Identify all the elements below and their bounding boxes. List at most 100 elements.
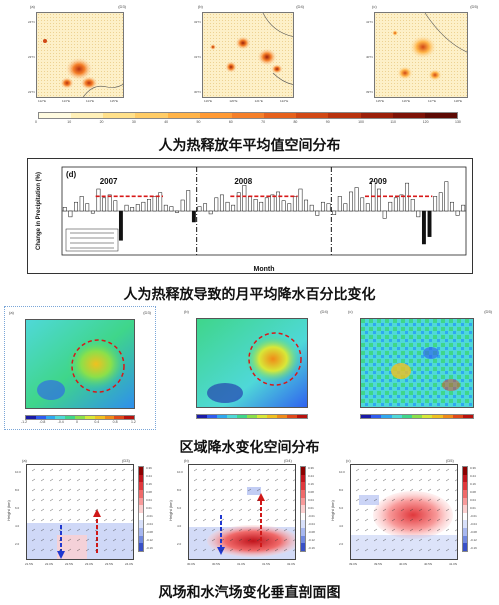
wind-arrow xyxy=(121,498,126,502)
lon-tick-label: 121°E xyxy=(254,99,263,103)
wind-arrow xyxy=(130,499,133,502)
wind-arrow xyxy=(391,498,396,502)
section-colorbar-tick: 0.24 xyxy=(308,474,314,478)
colorbar-tick-label: 100 xyxy=(358,120,364,124)
section-colorbar xyxy=(138,466,144,552)
colorbar-swatch xyxy=(424,113,458,118)
wind-arrow xyxy=(400,538,405,542)
wind-arrow xyxy=(94,498,99,502)
wind-arrow xyxy=(373,508,378,512)
colorbar-swatch xyxy=(301,512,305,521)
wind-arrow xyxy=(58,518,63,522)
wind-arrow xyxy=(121,468,126,472)
bar xyxy=(186,190,191,212)
wind-arrow xyxy=(292,509,295,512)
wind-arrow xyxy=(391,548,396,552)
wind-arrow xyxy=(382,528,387,532)
wind-arrow xyxy=(445,538,450,542)
wind-arrow xyxy=(400,488,405,492)
wind-arrow xyxy=(85,478,90,482)
panel-code: (D5) xyxy=(484,309,492,314)
wind-arrow xyxy=(238,538,243,542)
wind-arrow xyxy=(409,548,414,552)
wind-arrow xyxy=(274,538,279,542)
wind-arrow xyxy=(229,518,234,522)
colorbar-swatch xyxy=(463,543,467,552)
wind-arrow xyxy=(220,538,225,542)
wind-arrow xyxy=(247,478,252,482)
heat-map-d3-svg xyxy=(37,13,123,97)
section-ylabel: Height (km) xyxy=(5,500,11,521)
lat-tick-label: 31°N xyxy=(194,55,201,59)
bar xyxy=(382,210,387,219)
wind-arrow xyxy=(67,538,72,542)
colorbar-swatch xyxy=(301,497,305,506)
section-colorbar-tick: 0.04 xyxy=(470,498,476,502)
bar xyxy=(461,204,466,212)
section-colorbar-tick: 0.01 xyxy=(470,506,476,510)
wind-arrow xyxy=(211,478,216,482)
colorbar-swatch xyxy=(301,535,305,544)
wind-arrow xyxy=(220,498,225,502)
wind-arrow xyxy=(193,528,198,532)
wind-arrow xyxy=(382,508,387,512)
bar xyxy=(259,201,264,212)
wind-arrow xyxy=(427,498,432,502)
colorbar-swatch xyxy=(401,415,412,418)
bar xyxy=(304,199,309,212)
wind-arrow xyxy=(292,499,295,502)
wind-arrow xyxy=(67,518,72,522)
year-label: 2008 xyxy=(234,177,252,186)
section-colorbar-tick: -0.08 xyxy=(146,530,153,534)
wind-arrow xyxy=(427,488,432,492)
colorbar-swatch xyxy=(207,415,217,418)
wind-arrow xyxy=(418,508,423,512)
wind-arrow xyxy=(247,518,252,522)
precip-colorbar xyxy=(360,414,474,419)
wind-arrow xyxy=(409,538,414,542)
wind-arrow xyxy=(265,498,270,502)
bar xyxy=(135,204,140,212)
colorbar-swatch xyxy=(139,512,143,521)
wind-arrow xyxy=(373,528,378,532)
wind-arrow xyxy=(400,548,405,552)
wind-arrow xyxy=(418,498,423,502)
colorbar-tick-label: 0.4 xyxy=(94,420,100,424)
wind-arrow xyxy=(40,508,45,512)
wind-arrow xyxy=(112,548,117,552)
wind-arrow xyxy=(40,538,45,542)
bar xyxy=(326,203,331,212)
lon-tick-label: 112°E xyxy=(38,99,46,103)
heat-panel-b: (b) (D4) 119°E 120°E 121°E 122°E 32°N 31°N 30°… xyxy=(194,4,306,112)
colorbar-tick-label: 10 xyxy=(67,120,72,124)
wind-arrow xyxy=(112,488,117,492)
section-colorbar-tick: -0.01 xyxy=(308,514,315,518)
wind-arrow xyxy=(121,548,126,552)
section-colorbar-tick: -0.08 xyxy=(470,530,477,534)
wind-arrow xyxy=(427,508,432,512)
wind-arrow xyxy=(85,548,90,552)
colorbar-swatch xyxy=(463,528,467,536)
section-xtick-label: 24.0N xyxy=(125,562,134,566)
wind-arrow xyxy=(445,548,450,552)
section-ytick-label: 4.0 xyxy=(15,524,20,528)
wind-arrow xyxy=(256,498,261,502)
colorbar-swatch xyxy=(277,415,287,418)
section-ytick-label: 4.0 xyxy=(339,524,344,528)
bar xyxy=(388,201,393,212)
colorbar-tick-label: 70 xyxy=(261,120,266,124)
colorbar-swatch xyxy=(135,113,168,118)
precip-colorbar xyxy=(25,415,135,420)
wind-arrow xyxy=(67,488,72,492)
wind-arrow xyxy=(85,508,90,512)
wind-arrow xyxy=(256,538,261,542)
section-colorbar-tick: 0.24 xyxy=(146,474,152,478)
wind-arrow xyxy=(382,478,387,482)
wind-arrow xyxy=(445,518,450,522)
wind-arrow xyxy=(454,469,457,472)
wind-arrow xyxy=(202,548,207,552)
caption-heat-map: 人为热释放年平均值空间分布 xyxy=(158,138,341,154)
wind-arrow xyxy=(355,508,360,512)
colorbar-swatch xyxy=(422,415,433,418)
wind-arrow xyxy=(112,468,117,472)
